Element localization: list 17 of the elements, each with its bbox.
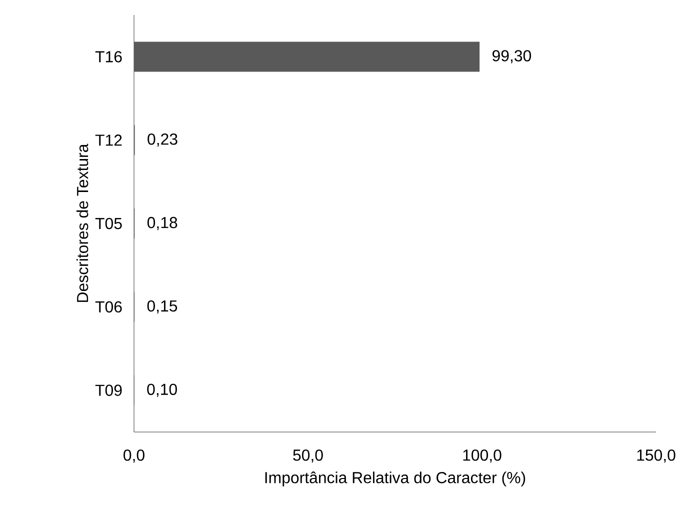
y-tick-label: T06 [95, 301, 122, 313]
data-label: 0,10 [147, 384, 177, 397]
y-tick-label: T12 [95, 134, 122, 146]
x-axis-title: Importância Relativa do Caracter (%) [265, 472, 526, 486]
y-tick-label: T05 [95, 218, 122, 230]
y-axis-title: Descritores de Textura [76, 144, 88, 302]
data-label: 0,18 [147, 216, 178, 230]
x-tick-label: 0,0 [124, 450, 144, 463]
data-label: 0,23 [148, 134, 178, 147]
x-tick-label: 100,0 [463, 450, 502, 463]
x-tick-label: 50,0 [293, 450, 323, 463]
data-label: 99,30 [492, 50, 532, 64]
x-tick-label: 150,0 [637, 450, 676, 463]
data-label: 0,15 [147, 300, 178, 314]
bar [134, 42, 480, 72]
y-tick-label: T16 [95, 51, 122, 62]
y-tick-label: T09 [95, 384, 122, 396]
